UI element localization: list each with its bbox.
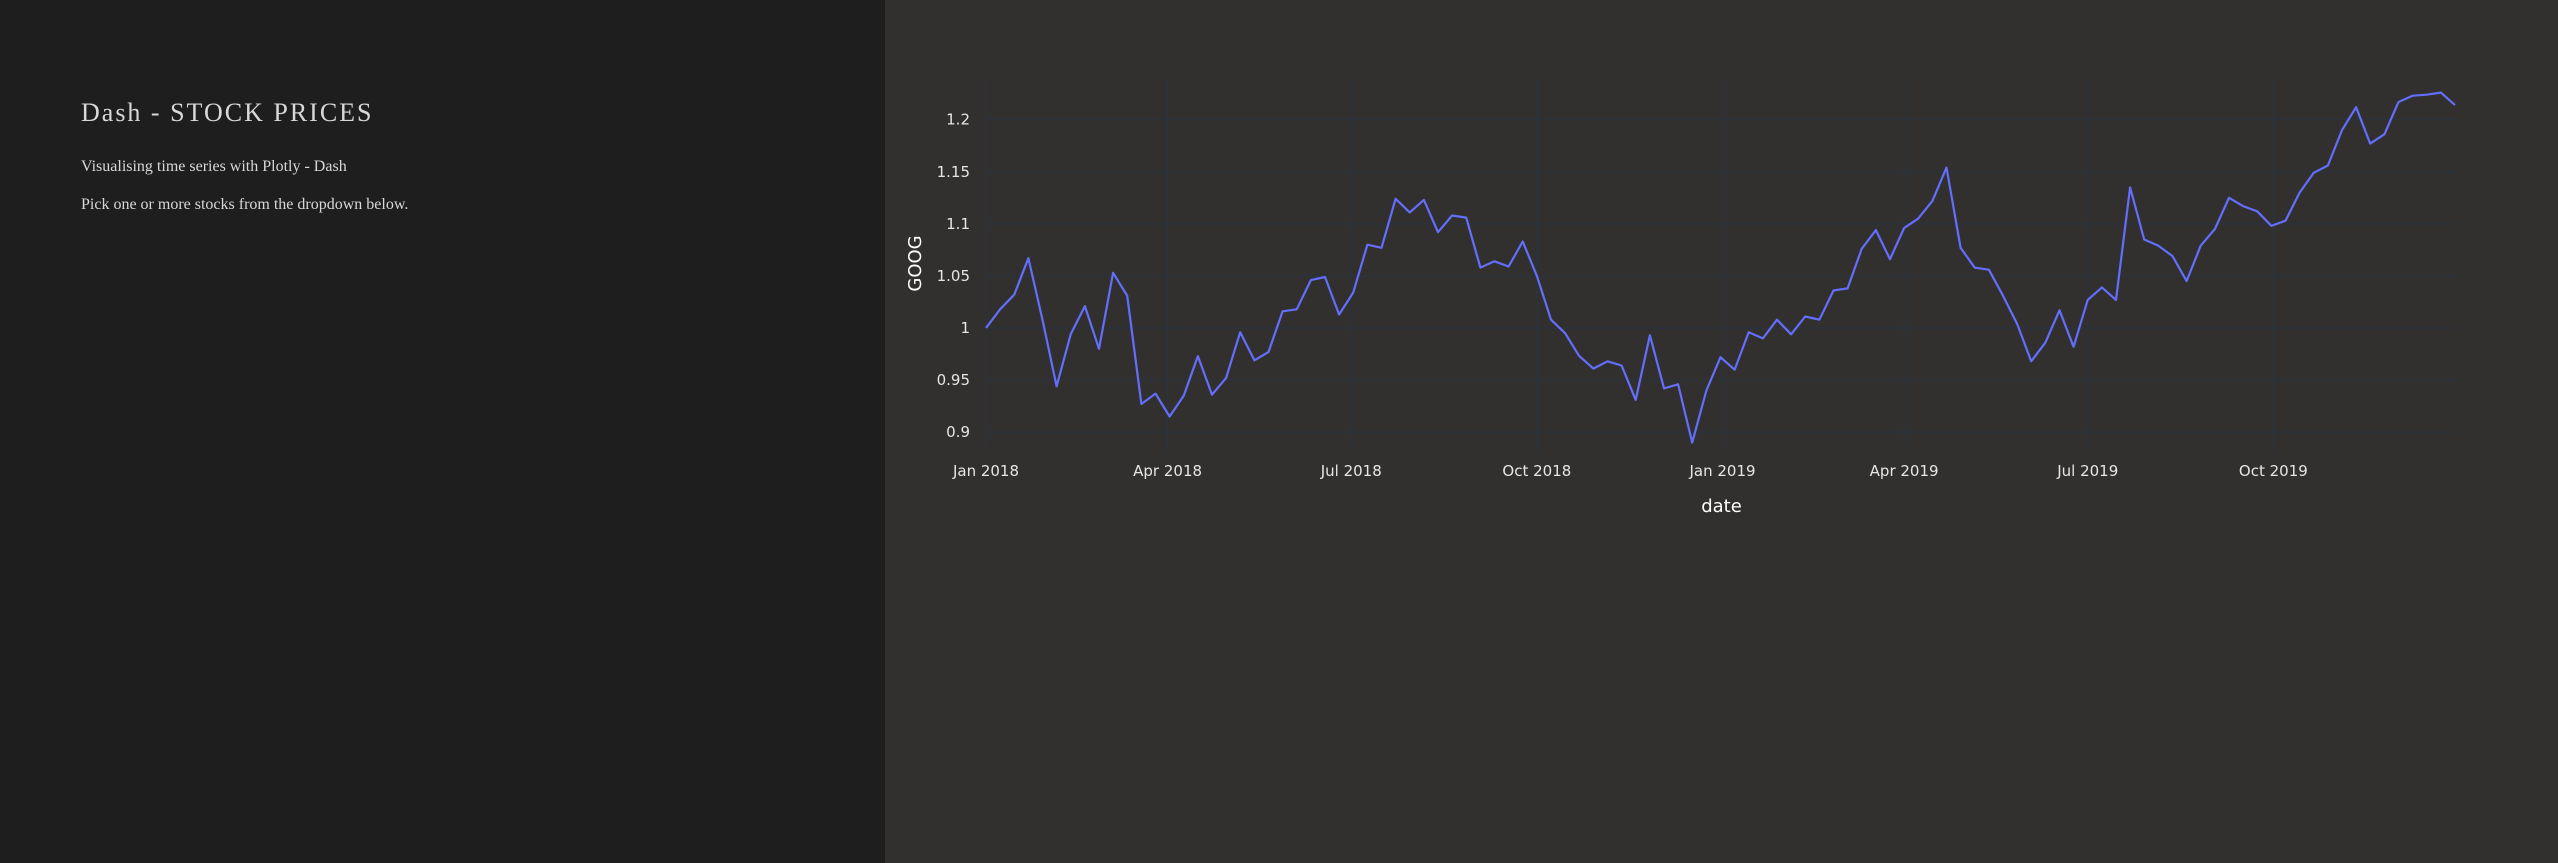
y-tick-label: 1.05 (937, 267, 970, 285)
stock-price-chart[interactable]: Jan 2018 Apr 2018 Jul 2018 Oct 2018 Jan 2019… (885, 0, 2558, 863)
x-tick-label: Jan 2019 (1688, 462, 1755, 480)
x-tick-label: Apr 2018 (1133, 462, 1202, 480)
app-description: Visualising time series with Plotly - Da… (81, 158, 347, 175)
x-tick-label: Jan 2018 (952, 462, 1019, 480)
y-tick-label: 1.2 (946, 111, 970, 129)
dropdown-instruction: Pick one or more stocks from the dropdow… (81, 196, 409, 213)
chart-gridlines (985, 78, 2457, 453)
chart-panel: Jan 2018 Apr 2018 Jul 2018 Oct 2018 Jan 2019… (885, 0, 2558, 863)
y-axis-title: GOOG (905, 235, 926, 291)
x-axis-ticks: Jan 2018 Apr 2018 Jul 2018 Oct 2018 Jan 2019… (952, 462, 2308, 480)
y-tick-label: 1 (960, 319, 970, 337)
sidebar-panel: Dash - STOCK PRICES Visualising time ser… (0, 0, 885, 863)
x-tick-label: Jul 2018 (1320, 462, 1382, 480)
y-axis-ticks: 0.9 0.95 1 1.05 1.1 1.15 1.2 (937, 111, 970, 441)
y-tick-label: 1.1 (946, 215, 970, 233)
x-tick-label: Oct 2018 (1502, 462, 1571, 480)
x-tick-label: Apr 2019 (1870, 462, 1939, 480)
y-tick-label: 0.9 (946, 423, 970, 441)
series-line[interactable] (985, 91, 2456, 444)
x-axis-title: date (1701, 496, 1742, 517)
app-title: Dash - STOCK PRICES (81, 98, 374, 127)
y-tick-label: 1.15 (937, 163, 970, 181)
x-tick-label: Oct 2019 (2239, 462, 2308, 480)
chart-series-layer (985, 91, 2456, 444)
y-tick-label: 0.95 (937, 371, 970, 389)
x-tick-label: Jul 2019 (2056, 462, 2118, 480)
